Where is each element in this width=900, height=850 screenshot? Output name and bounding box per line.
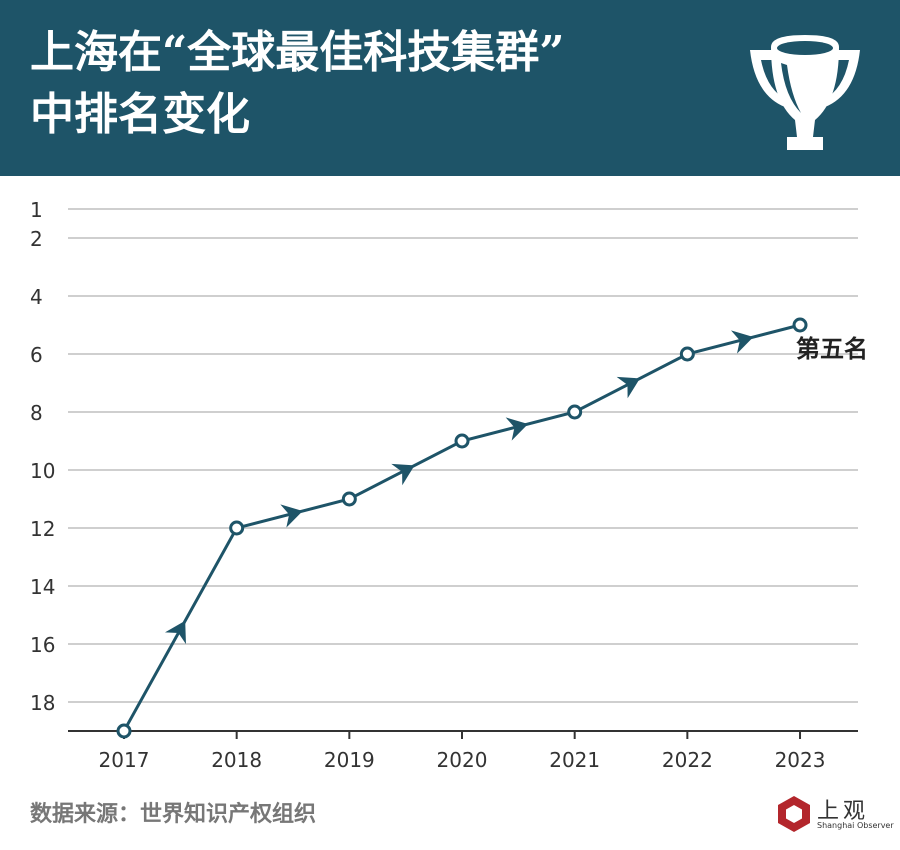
header: 上海在“全球最佳科技集群” 中排名变化 xyxy=(0,0,900,176)
direction-arrow xyxy=(731,330,754,354)
x-tick-label: 2021 xyxy=(549,748,600,772)
data-point xyxy=(679,346,695,362)
data-point xyxy=(454,433,470,449)
y-tick-label: 8 xyxy=(30,401,43,425)
logo-hexagon-icon xyxy=(778,796,810,832)
x-tick-label: 2022 xyxy=(662,748,713,772)
source-note: 数据来源：世界知识产权组织 xyxy=(30,801,317,827)
x-tick-label: 2018 xyxy=(211,748,262,772)
y-tick-label: 14 xyxy=(30,575,55,599)
data-point xyxy=(792,317,808,333)
logo-subtext: Shanghai Observer xyxy=(817,821,894,830)
data-point xyxy=(341,491,357,507)
title-line-1: 上海在“全球最佳科技集群” xyxy=(30,27,565,78)
direction-arrow xyxy=(280,504,303,528)
trophy-icon xyxy=(750,35,860,150)
y-tick-label: 1 xyxy=(30,198,43,222)
data-point xyxy=(116,723,132,739)
y-tick-label: 6 xyxy=(30,343,43,367)
x-tick-label: 2023 xyxy=(775,748,826,772)
direction-arrow xyxy=(391,463,415,486)
x-tick-label: 2019 xyxy=(324,748,375,772)
y-tick-label: 18 xyxy=(30,691,55,715)
data-point xyxy=(567,404,583,420)
direction-arrow xyxy=(164,620,186,645)
data-point xyxy=(229,520,245,536)
y-tick-label: 10 xyxy=(30,459,55,483)
y-tick-label: 4 xyxy=(30,285,43,309)
chart-title: 上海在“全球最佳科技集群” 中排名变化 xyxy=(30,22,565,146)
x-tick-label: 2020 xyxy=(437,748,488,772)
y-tick-label: 16 xyxy=(30,633,55,657)
y-tick-label: 12 xyxy=(30,517,55,541)
direction-arrow xyxy=(616,376,640,399)
annotation-label: 第五名 xyxy=(796,334,868,363)
title-line-2: 中排名变化 xyxy=(30,89,250,140)
y-tick-label: 2 xyxy=(30,227,43,251)
logo-text: 上观 xyxy=(817,799,870,824)
direction-arrow xyxy=(505,417,529,441)
x-tick-label: 2017 xyxy=(99,748,150,772)
shanghai-observer-logo: 上观 Shanghai Observer xyxy=(775,795,894,835)
